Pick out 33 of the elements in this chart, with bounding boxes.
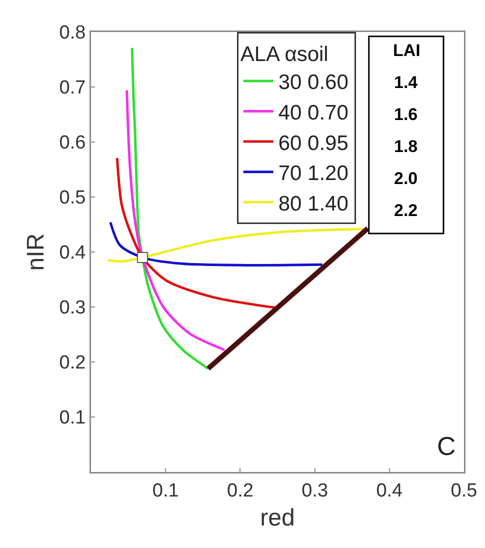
legend-label: 60 0.95 [278, 132, 348, 155]
y-tick-label: 0.1 [59, 408, 86, 429]
annotation: 1.8 [394, 137, 418, 156]
x-tick-label: 0.4 [376, 480, 404, 502]
legend-title: ALA αsoil [240, 42, 328, 66]
y-tick-label: 0.2 [59, 352, 86, 374]
x-tick-label: 0.2 [226, 480, 254, 502]
annotation: 2.0 [394, 169, 418, 188]
line-series [106, 228, 367, 263]
line-series [109, 221, 324, 266]
x-axis-title: red [260, 504, 295, 532]
x-tick-label: 0.3 [302, 480, 328, 502]
y-tick-label: 0.7 [59, 78, 86, 99]
line-series [130, 46, 210, 370]
annotation: C [437, 431, 456, 461]
y-tick-label: 0.6 [59, 132, 86, 154]
legend-label: 80 1.40 [278, 192, 348, 216]
x-tick-label: 0.1 [152, 480, 179, 502]
annotation: 2.2 [394, 201, 418, 220]
y-axis-title: nIR [22, 233, 50, 271]
y-tick-label: 0.8 [59, 22, 86, 44]
annotation: 1.4 [394, 73, 418, 92]
legend-label: 70 1.20 [278, 162, 348, 186]
legend-label: 30 0.60 [278, 71, 348, 94]
annotation: 1.6 [394, 105, 418, 124]
y-tick-label: 0.4 [59, 242, 86, 264]
annotation: LAI [393, 41, 420, 60]
y-tick-label: 0.3 [59, 298, 86, 319]
line-series [126, 89, 226, 352]
line-series [116, 156, 276, 309]
x-tick-label: 0.5 [450, 480, 478, 502]
legend-label: 40 0.70 [278, 101, 348, 124]
y-tick-label: 0.5 [59, 188, 86, 209]
